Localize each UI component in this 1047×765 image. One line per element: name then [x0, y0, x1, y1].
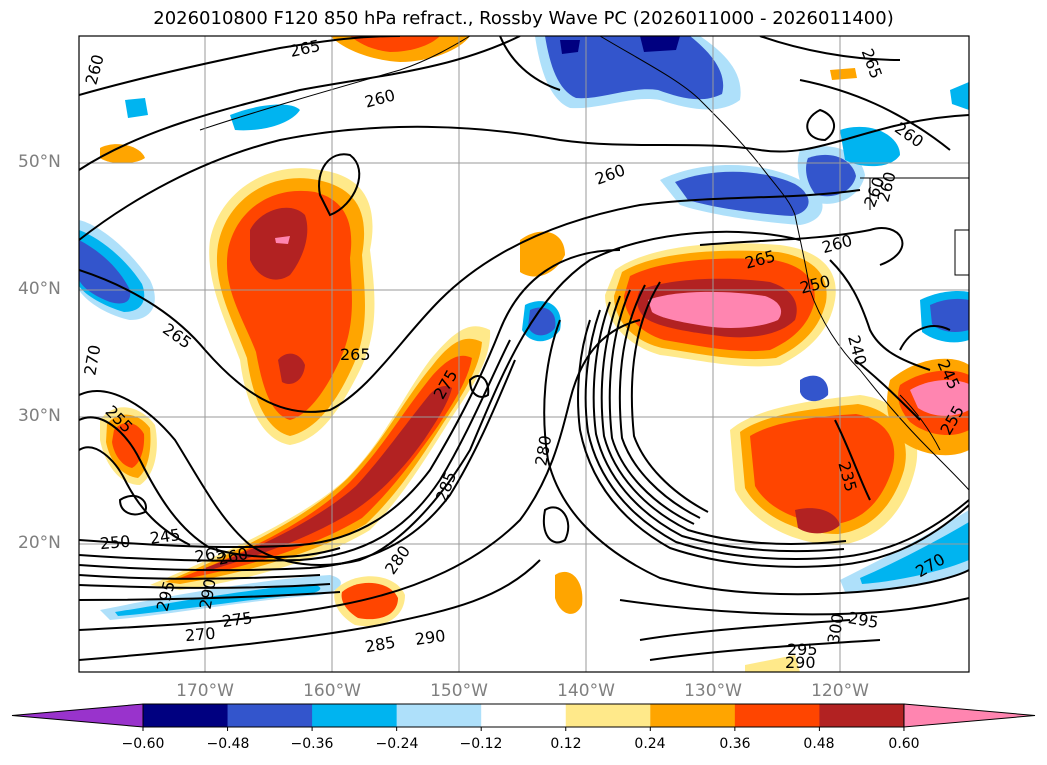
- map-frame: [78, 35, 970, 673]
- positive-anomaly-area: [830, 68, 857, 80]
- contour-label: 245: [149, 525, 182, 548]
- negative-anomaly-area: [230, 104, 300, 131]
- colorbar-segment: [650, 704, 736, 727]
- negative-anomaly-area: [115, 584, 321, 616]
- contour-labels: 260 265 260 260 265 260 265 260 250 270 …: [80, 36, 968, 672]
- negative-anomaly-area: [79, 240, 131, 304]
- colorbar-tick-label: 0.12: [550, 736, 582, 752]
- positive-anomaly-area: [341, 582, 398, 620]
- lon-label: 170°W: [176, 681, 234, 701]
- positive-anomaly-area: [100, 144, 145, 164]
- colorbar-segment: [565, 704, 651, 727]
- lon-label: 120°W: [811, 681, 869, 701]
- colorbar-tick-label: 0.24: [634, 736, 666, 752]
- positive-anomaly-area: [910, 380, 969, 416]
- negative-anomaly-area: [125, 98, 148, 118]
- negative-anomaly-area: [930, 298, 969, 332]
- colorbar-frame: [142, 703, 905, 728]
- contour-label: 275: [221, 608, 254, 631]
- positive-anomaly-area: [278, 353, 305, 385]
- positive-anomaly-area: [745, 655, 800, 672]
- lat-label: 30°N: [18, 406, 61, 426]
- colorbar-segment: [396, 704, 482, 727]
- colorbar-segment: [819, 704, 905, 727]
- colorbar-tick-label: −0.48: [206, 736, 250, 752]
- colorbar-segment: [312, 704, 398, 727]
- lon-label: 130°W: [684, 681, 742, 701]
- positive-anomaly-area: [250, 207, 308, 280]
- positive-anomaly-area: [112, 422, 145, 468]
- colorbar-tick-label: −0.12: [459, 736, 503, 752]
- contour-label: 265: [340, 345, 371, 364]
- positive-anomaly-area: [555, 571, 583, 614]
- map-canvas: 260 265 260 260 265 260 265 260 250 270 …: [78, 35, 970, 673]
- negative-anomaly-area: [806, 154, 856, 197]
- negative-anomaly-area: [950, 82, 969, 110]
- page-title: 2026010800 F120 850 hPa refract., Rossby…: [153, 8, 894, 29]
- colorbar-segment: [227, 704, 313, 727]
- negative-anomaly-area: [528, 307, 556, 336]
- contour-label: 295: [787, 640, 818, 659]
- negative-anomaly-area: [675, 171, 809, 216]
- positive-anomaly-area: [200, 386, 452, 570]
- negative-anomaly-area: [800, 375, 829, 402]
- anomaly-fills: [79, 36, 969, 672]
- positive-anomaly-area: [350, 36, 440, 52]
- colorbar-extend-high: [903, 703, 1036, 728]
- colorbar-tick-label: −0.36: [290, 736, 334, 752]
- lat-label: 40°N: [18, 279, 61, 299]
- lat-label: 50°N: [18, 152, 61, 172]
- positive-anomaly-area: [275, 236, 290, 244]
- colorbar-tick-label: 0.60: [888, 736, 920, 752]
- colorbar-segment: [143, 704, 229, 727]
- contour-label: 270: [184, 624, 216, 646]
- colorbar-extend-low: [11, 703, 144, 728]
- contour-label: 290: [785, 653, 816, 672]
- refractivity-contours: [79, 36, 969, 661]
- colorbar-segment: [734, 704, 820, 727]
- lat-label: 20°N: [18, 533, 61, 553]
- lon-label: 150°W: [430, 681, 488, 701]
- colorbar-tick-label: −0.60: [121, 736, 165, 752]
- negative-anomaly-area: [860, 522, 969, 584]
- positive-anomaly-area: [648, 291, 782, 328]
- colorbar-tick-label: 0.48: [803, 736, 835, 752]
- lon-label: 160°W: [303, 681, 361, 701]
- lon-label: 140°W: [557, 681, 615, 701]
- positive-anomaly-area: [750, 414, 895, 524]
- colorbar: [11, 703, 1036, 731]
- colorbar-tick-label: 0.36: [719, 736, 751, 752]
- positive-anomaly-area: [180, 355, 472, 578]
- colorbar-segment: [481, 704, 567, 727]
- positive-anomaly-area: [795, 508, 840, 534]
- colorbar-tick-label: −0.24: [375, 736, 419, 752]
- negative-anomaly-area: [640, 36, 680, 52]
- contour-label: 250: [99, 532, 131, 554]
- contour-label: 290: [414, 626, 447, 649]
- negative-anomaly-area: [560, 40, 580, 54]
